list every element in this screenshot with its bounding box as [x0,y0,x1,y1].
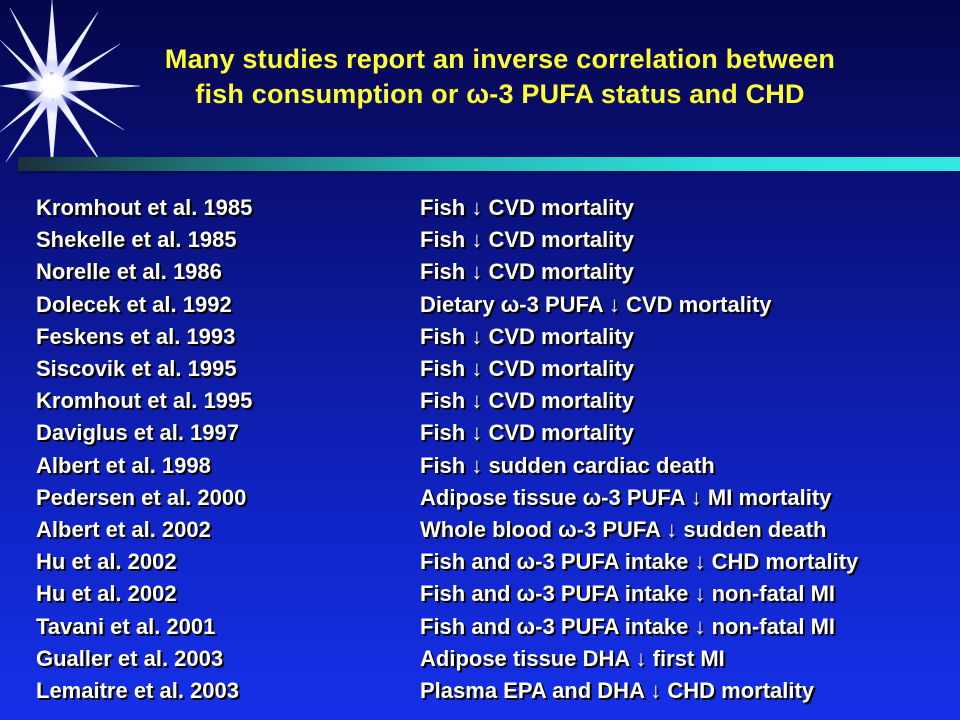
table-row: Feskens et al. 1993 Fish ↓ CVD mortality [36,321,960,353]
slide-title: Many studies report an inverse correlati… [90,42,910,112]
finding: Fish and ω-3 PUFA intake ↓ CHD mortality [420,549,859,575]
finding: Fish ↓ CVD mortality [420,356,634,382]
table-row: Tavani et al. 2001 Fish and ω-3 PUFA inta… [36,610,960,642]
finding: Adipose tissue DHA ↓ first MI [420,645,725,671]
citation: Shekelle et al. 1985 [36,227,237,253]
citation: Norelle et al. 1986 [36,259,222,285]
finding: Fish ↓ CVD mortality [420,227,634,253]
finding: Dietary ω-3 PUFA ↓ CVD mortality [420,291,772,317]
finding: Plasma EPA and DHA ↓ CHD mortality [420,677,815,703]
studies-table: Kromhout et al. 1985 Fish ↓ CVD mortality… [36,192,960,707]
table-row: Dolecek et al. 1992 Dietary ω-3 PUFA ↓ CV… [36,289,960,321]
citation: Hu et al. 2002 [36,549,177,575]
title-divider [18,157,960,171]
citation: Feskens et al. 1993 [36,323,236,349]
table-row: Hu et al. 2002 Fish and ω-3 PUFA intake ↓… [36,546,960,578]
citation: Kromhout et al. 1995 [36,388,253,414]
citation: Albert et al. 1998 [36,452,211,478]
table-row: Kromhout et al. 1985 Fish ↓ CVD mortality [36,192,960,224]
citation: Tavani et al. 2001 [36,613,216,639]
finding: Fish and ω-3 PUFA intake ↓ non-fatal MI [420,581,836,607]
slide-title-line-1: Many studies report an inverse correlati… [164,44,836,74]
finding: Fish ↓ CVD mortality [420,259,634,285]
table-row: Kromhout et al. 1995 Fish ↓ CVD mortality [36,385,960,417]
citation: Lemaitre et al. 2003 [36,677,240,703]
finding: Fish ↓ sudden cardiac death [420,452,715,478]
citation: Hu et al. 2002 [36,581,177,607]
table-row: Albert et al. 1998 Fish ↓ sudden cardiac … [36,450,960,482]
table-row: Hu et al. 2002 Fish and ω-3 PUFA intake ↓… [36,578,960,610]
finding: Fish ↓ CVD mortality [420,420,634,446]
starburst-icon [0,0,141,170]
finding: Whole blood ω-3 PUFA ↓ sudden death [420,516,827,542]
table-row: Lemaitre et al. 2003 Plasma EPA and DHA ↓… [36,675,960,707]
finding: Fish and ω-3 PUFA intake ↓ non-fatal MI [420,613,836,639]
finding: Adipose tissue ω-3 PUFA ↓ MI mortality [420,484,832,510]
slide-title-line-2: fish consumption or ω-3 PUFA status and … [195,79,805,109]
citation: Gualler et al. 2003 [36,645,224,671]
citation: Dolecek et al. 1992 [36,291,232,317]
finding: Fish ↓ CVD mortality [420,323,634,349]
citation: Pedersen et al. 2000 [36,484,247,510]
table-row: Shekelle et al. 1985 Fish ↓ CVD mortality [36,224,960,256]
finding: Fish ↓ CVD mortality [420,195,634,221]
finding: Fish ↓ CVD mortality [420,388,634,414]
citation: Daviglus et al. 1997 [36,420,239,446]
table-row: Siscovik et al. 1995 Fish ↓ CVD mortality [36,353,960,385]
citation: Kromhout et al. 1985 [36,195,253,221]
table-row: Daviglus et al. 1997 Fish ↓ CVD mortality [36,417,960,449]
citation: Siscovik et al. 1995 [36,356,237,382]
table-row: Pedersen et al. 2000 Adipose tissue ω-3 P… [36,482,960,514]
table-row: Norelle et al. 1986 Fish ↓ CVD mortality [36,256,960,288]
table-row: Albert et al. 2002 Whole blood ω-3 PUFA ↓… [36,514,960,546]
table-row: Gualler et al. 2003 Adipose tissue DHA ↓ … [36,643,960,675]
citation: Albert et al. 2002 [36,516,211,542]
